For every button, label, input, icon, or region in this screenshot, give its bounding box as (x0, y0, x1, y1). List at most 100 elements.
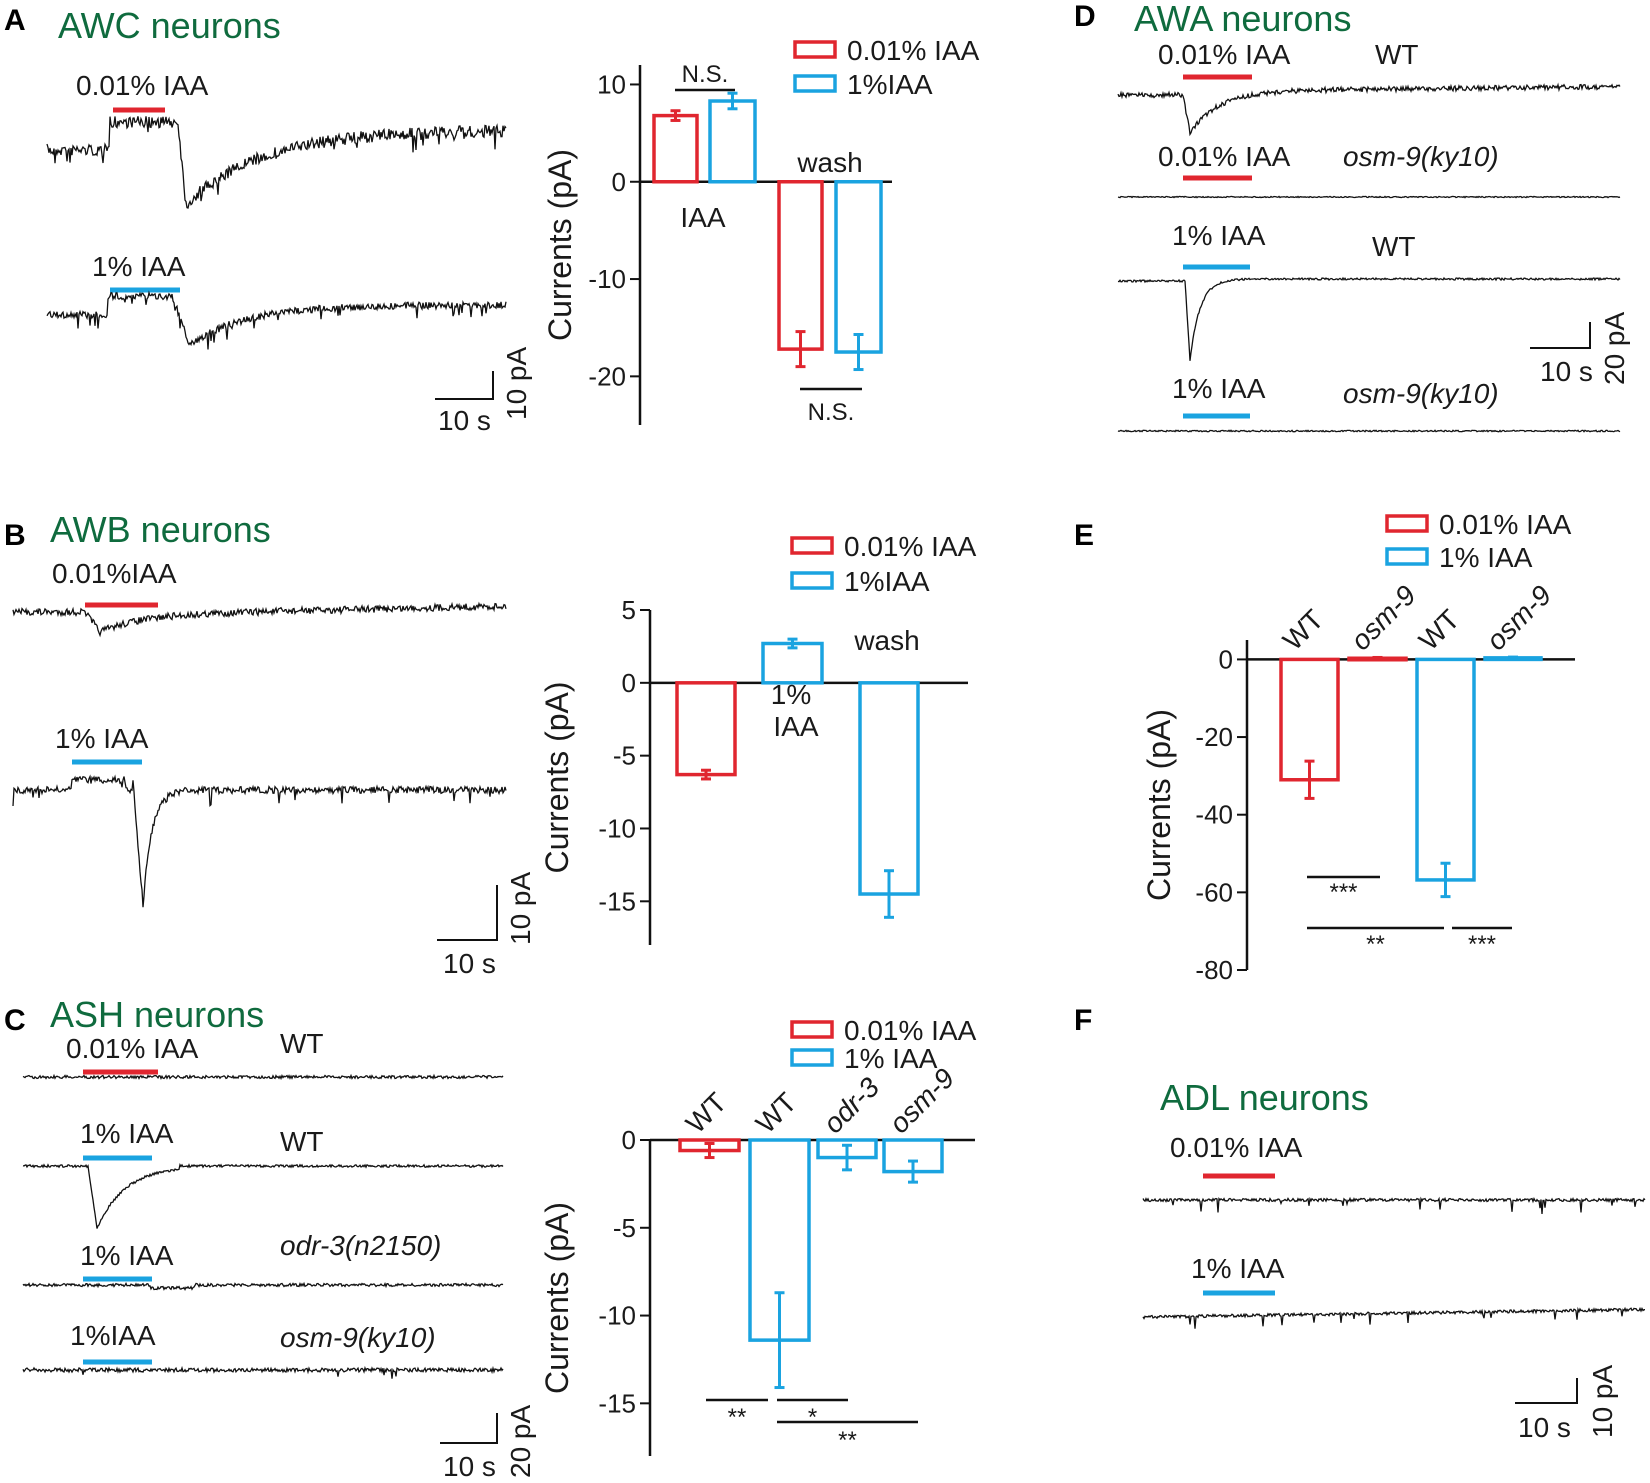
category-label-e-2: WT (1413, 604, 1466, 657)
trace-d1-genotype: WT (1375, 39, 1419, 70)
legend-swatch-a-1 (793, 74, 837, 93)
sig-label-e-1: ** (1366, 931, 1385, 958)
scale-bar-f: 10 s 10 pA (1515, 1365, 1618, 1443)
y-tick-label-e-4: -80 (1195, 955, 1233, 985)
bar-a-0-1 (708, 99, 757, 184)
trace-d3 (1117, 276, 1621, 361)
scale-bar-c: 10 s 20 pA (440, 1405, 536, 1482)
trace-c3-stim-label: 1% IAA (80, 1240, 174, 1271)
trace-b2 (12, 774, 507, 908)
category-label-b-2: wash (853, 625, 919, 656)
panel-a: A AWC neurons 0.01% IAA 1% IAA 10 s 10 p… (4, 4, 532, 436)
trace-c1-genotype: WT (280, 1028, 324, 1059)
panel-b: B AWB neurons 0.01%IAA 1% IAA 10 s 10 pA (4, 509, 536, 979)
category-label-e-1: osm-9 (1345, 579, 1422, 656)
legend-swatch-c-1 (790, 1048, 834, 1067)
trace-c4-stim-label: 1%IAA (70, 1320, 156, 1351)
bar-a-1-1 (834, 180, 883, 354)
scale-current-a: 10 pA (501, 347, 532, 420)
legend-swatch-a-0 (793, 40, 837, 59)
legend-label-e-1: 1% IAA (1439, 542, 1533, 573)
sig-label-a-0: N.S. (682, 61, 729, 88)
sig-label-a-1: N.S. (808, 399, 855, 426)
scale-bar-d: 10 s 20 pA (1530, 312, 1630, 387)
trace-c1-stim-label: 0.01% IAA (66, 1033, 199, 1064)
panel-e: E (1074, 519, 1094, 552)
trace-f1-stim-label: 0.01% IAA (1170, 1132, 1303, 1163)
panel-f-title: ADL neurons (1160, 1077, 1369, 1118)
y-tick-label-b-4: -15 (598, 886, 636, 916)
bar-a-1-0 (777, 180, 824, 351)
scale-time-f: 10 s (1518, 1412, 1571, 1443)
trace-d2-genotype: osm-9(ky10) (1343, 141, 1499, 172)
panel-c-title: ASH neurons (50, 994, 264, 1035)
trace-c3-genotype: odr-3(n2150) (280, 1230, 441, 1261)
panel-letter-b: B (4, 519, 26, 552)
y-tick-label-a-1: 0 (612, 167, 626, 197)
panel-letter-c: C (4, 1004, 26, 1037)
panel-f: F ADL neurons 0.01% IAA 1% IAA 10 s 10 p… (1074, 1004, 1646, 1443)
y-tick-label-e-1: -20 (1195, 722, 1233, 752)
trace-c2-stim-label: 1% IAA (80, 1118, 174, 1149)
legend-label-b-1: 1%IAA (844, 566, 930, 597)
trace-a2-stim-label: 1% IAA (92, 251, 186, 282)
chart-b: 5 0 -5 -10 -15 Currents (pA) 0.01% IAA 1%IAA 1%I… (539, 531, 977, 945)
legend-swatch-e-0 (1385, 514, 1429, 533)
y-axis-title-e: Currents (pA) (1141, 709, 1177, 901)
legend-label-e-0: 0.01% IAA (1439, 509, 1572, 540)
trace-b2-stim-label: 1% IAA (55, 723, 149, 754)
scale-time-a: 10 s (438, 405, 491, 436)
sig-label-c-0: ** (728, 1404, 747, 1431)
bar-b-2 (858, 681, 920, 896)
scale-current-b: 10 pA (505, 872, 536, 945)
sig-label-e-2: *** (1468, 931, 1496, 958)
y-tick-label-c-3: -15 (598, 1388, 636, 1418)
category-label-c-0: WT (680, 1087, 733, 1140)
trace-d3-stim-label: 1% IAA (1172, 220, 1266, 251)
trace-d1-stim-label: 0.01% IAA (1158, 39, 1291, 70)
panel-c: C ASH neurons 0.01% IAA WT 1% IAA WT 1% … (4, 994, 536, 1482)
y-tick-label-b-0: 5 (622, 595, 636, 625)
y-tick-label-b-1: 0 (622, 668, 636, 698)
trace-d3-genotype: WT (1372, 231, 1416, 262)
panel-letter-a: A (4, 4, 26, 37)
panel-d: D AWA neurons 0.01% IAA WT 0.01% IAA osm… (1074, 0, 1630, 433)
y-tick-label-e-0: 0 (1219, 644, 1233, 674)
panel-b-title: AWB neurons (50, 509, 271, 550)
scale-current-d: 20 pA (1599, 312, 1630, 385)
category-label-b-1a: 1% (771, 679, 811, 710)
bar-a-0-0 (652, 113, 699, 184)
trace-f2-stim-label: 1% IAA (1191, 1253, 1285, 1284)
panel-d-title: AWA neurons (1134, 0, 1351, 39)
scale-bar-a: 10 s 10 pA (435, 347, 532, 436)
y-axis-title-c: Currents (pA) (539, 1202, 575, 1394)
sig-label-c-1: * (808, 1404, 817, 1431)
sig-label-e-0: *** (1329, 879, 1357, 906)
y-tick-label-a-3: -20 (588, 361, 626, 391)
legend-label-a-0: 0.01% IAA (847, 35, 980, 66)
trace-f2 (1142, 1306, 1645, 1329)
bar-b-0 (675, 681, 737, 777)
y-tick-label-b-2: -5 (613, 741, 636, 771)
scale-current-f: 10 pA (1587, 1365, 1618, 1438)
y-tick-label-b-3: -10 (598, 813, 636, 843)
trace-d1 (1117, 82, 1621, 137)
trace-a1-stim-label: 0.01% IAA (76, 70, 209, 101)
trace-a2 (46, 290, 507, 350)
scale-time-b: 10 s (443, 948, 496, 979)
y-tick-label-a-2: -10 (588, 264, 626, 294)
trace-d4-genotype: osm-9(ky10) (1343, 378, 1499, 409)
panel-letter-d: D (1074, 0, 1096, 33)
y-axis-title-b: Currents (pA) (539, 681, 575, 873)
category-label-e-0: WT (1277, 604, 1330, 657)
panel-a-title: AWC neurons (58, 5, 281, 46)
legend-label-c-1: 1% IAA (844, 1043, 938, 1074)
category-label-a-1: wash (796, 147, 862, 178)
y-axis-title-a: Currents (pA) (542, 149, 578, 341)
trace-a1 (46, 116, 507, 209)
trace-d2 (1117, 195, 1621, 199)
trace-b1-stim-label: 0.01%IAA (52, 558, 177, 589)
